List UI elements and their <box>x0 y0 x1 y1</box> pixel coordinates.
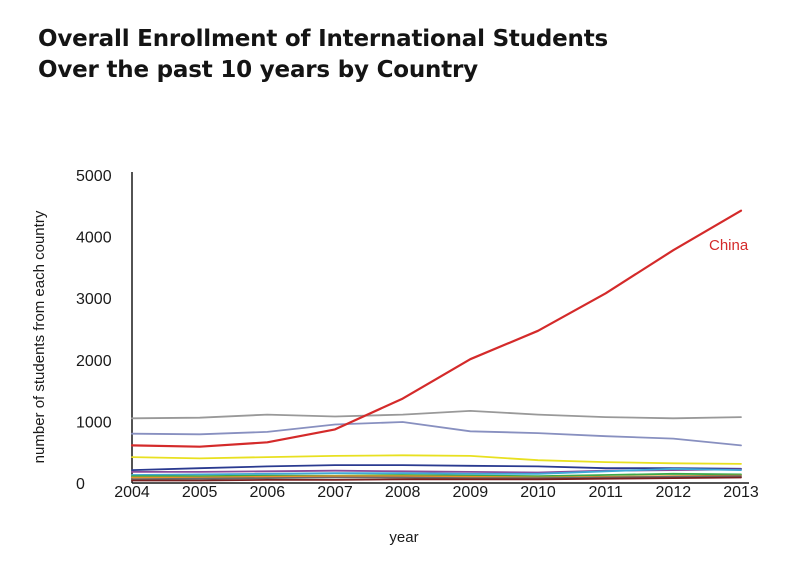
series-line-7 <box>131 472 742 478</box>
x-tick-label: 2009 <box>453 484 489 501</box>
series-line-10 <box>131 476 742 482</box>
y-tick-label: 4000 <box>76 230 112 247</box>
series-line-china <box>130 209 743 448</box>
x-tick-label: 2011 <box>588 484 623 501</box>
series-line-2 <box>131 421 742 447</box>
x-tick-label: 2005 <box>182 484 218 501</box>
y-tick-label: 1000 <box>76 414 112 431</box>
y-tick-label: 3000 <box>76 291 112 308</box>
x-tick-label: 2006 <box>250 484 286 501</box>
labels-layer: China <box>709 237 749 254</box>
series-line-3 <box>131 454 742 465</box>
series-line-4 <box>131 464 742 472</box>
y-tick-label: 0 <box>76 476 85 493</box>
chart-subtitle: Over the past 10 years by Country <box>38 57 478 83</box>
x-tick-label: 2013 <box>723 484 759 501</box>
x-tick-label: 2007 <box>317 484 353 501</box>
series-line-9 <box>131 475 742 481</box>
x-tick-label: 2010 <box>520 484 556 501</box>
x-tick-label: 2012 <box>656 484 692 501</box>
series-label-china: China <box>709 237 749 254</box>
y-axis-title: number of students from each country <box>31 210 48 463</box>
chart-title: Overall Enrollment of International Stud… <box>38 26 609 52</box>
axes: 0 1000 2000 3000 4000 5000 2004 2005 2006 2007 200… <box>31 168 759 546</box>
series-line-6 <box>131 467 742 476</box>
x-axis-title: year <box>389 529 418 546</box>
x-tick-label: 2008 <box>385 484 421 501</box>
y-tick-label: 2000 <box>76 353 112 370</box>
x-tick-label: 2004 <box>114 484 150 501</box>
series-layer <box>130 209 743 482</box>
series-line-1 <box>131 409 742 420</box>
y-tick-label: 5000 <box>76 168 112 185</box>
title-block: Overall Enrollment of International Stud… <box>38 24 608 86</box>
